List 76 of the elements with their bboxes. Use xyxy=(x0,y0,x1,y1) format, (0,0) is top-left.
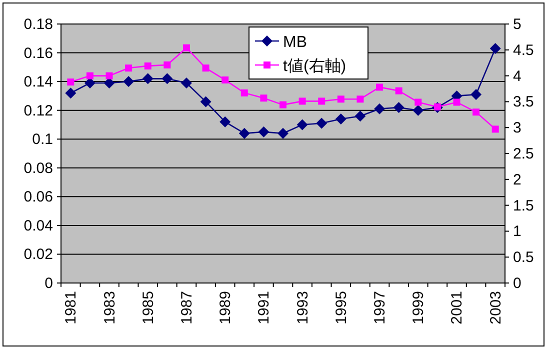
point xyxy=(202,64,210,72)
y-tick-label: 0.14 xyxy=(24,74,53,91)
legend-label: MB xyxy=(283,34,307,51)
y-tick-label: 0.1 xyxy=(32,131,53,148)
point xyxy=(278,128,288,139)
point xyxy=(412,104,424,116)
point xyxy=(200,96,212,108)
x-tick-label: 1991 xyxy=(256,291,273,324)
point xyxy=(376,84,384,91)
y-tick-label: 0.02 xyxy=(24,246,53,264)
point xyxy=(296,119,308,130)
point xyxy=(162,73,173,84)
point xyxy=(125,64,132,72)
point xyxy=(182,44,190,52)
y-tick-label: 0.04 xyxy=(24,217,53,234)
x-tick-label: 1993 xyxy=(294,291,312,324)
x-tick-label: 1987 xyxy=(178,291,196,324)
y2-tick-label: 3 xyxy=(513,120,522,137)
point xyxy=(298,98,306,105)
y2-tick-label: 2.5 xyxy=(513,146,534,162)
y2-tick-label: 0 xyxy=(513,275,522,292)
y2-tick-label: 5 xyxy=(513,16,522,33)
point xyxy=(258,126,270,138)
y2-tick-label: 2 xyxy=(513,171,522,188)
point xyxy=(123,76,134,88)
y-tick-label: 0.16 xyxy=(24,44,53,62)
point xyxy=(356,96,364,103)
x-tick-label: 2001 xyxy=(448,291,466,324)
point xyxy=(354,110,366,122)
point xyxy=(280,101,286,108)
y2-tick-label: 1 xyxy=(513,223,522,240)
point xyxy=(86,72,94,80)
x-tick-label: 1995 xyxy=(332,291,350,324)
y2-tick-label: 4 xyxy=(513,68,522,85)
point xyxy=(414,98,422,106)
point xyxy=(238,128,250,139)
y2-tick-label: 4.5 xyxy=(513,42,534,59)
point xyxy=(337,96,344,103)
point xyxy=(393,102,404,113)
y-tick-label: 0 xyxy=(44,275,53,292)
point xyxy=(453,98,460,106)
point xyxy=(222,76,229,84)
point xyxy=(316,118,328,129)
y-tick-label: 0.12 xyxy=(24,102,53,120)
point xyxy=(492,126,499,133)
point xyxy=(472,108,480,116)
y2-tick-label: 3.5 xyxy=(513,94,534,111)
x-tick-label: 1981 xyxy=(62,291,80,324)
y-tick-label: 0.06 xyxy=(24,188,53,206)
x-tick-label: 1999 xyxy=(410,291,428,324)
x-tick-label: 1983 xyxy=(101,291,118,324)
point xyxy=(65,88,76,99)
point xyxy=(164,61,171,68)
point xyxy=(374,103,386,114)
point xyxy=(395,87,402,94)
point xyxy=(490,42,501,54)
point xyxy=(106,72,113,80)
x-tick-label: 1985 xyxy=(140,291,157,324)
point xyxy=(180,77,192,88)
point xyxy=(260,94,268,102)
point xyxy=(470,89,482,100)
x-tick-label: 1989 xyxy=(217,291,234,324)
point xyxy=(220,116,231,128)
y-tick-label: 0.18 xyxy=(24,16,53,33)
y-tick-label: 0.08 xyxy=(24,160,53,177)
x-tick-label: 1997 xyxy=(372,291,389,324)
y2-tick-label: 1.5 xyxy=(513,197,534,214)
point xyxy=(240,89,248,96)
point xyxy=(142,73,154,84)
point xyxy=(318,98,326,105)
point xyxy=(67,78,74,86)
x-tick-label: 2003 xyxy=(487,291,504,324)
legend-label: t値(右軸) xyxy=(283,57,346,75)
y2-tick-label: 0.5 xyxy=(513,249,534,266)
point xyxy=(335,113,346,124)
point xyxy=(144,62,152,70)
